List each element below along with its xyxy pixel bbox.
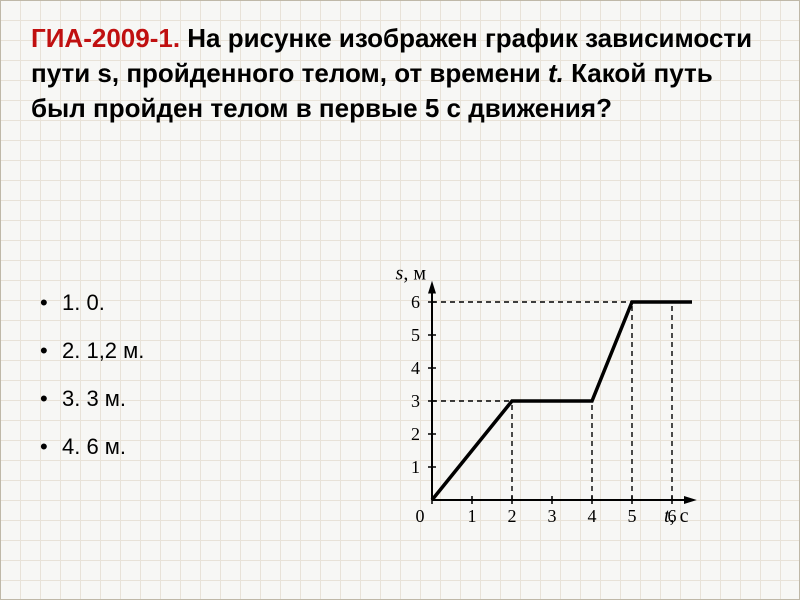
title-prefix: ГИА-2009-1. (31, 23, 180, 53)
answer-option: 4. 6 м. (40, 434, 144, 460)
svg-text:4: 4 (588, 506, 597, 526)
svg-text:s, м: s, м (396, 263, 427, 285)
svg-text:3: 3 (411, 391, 420, 411)
svg-text:1: 1 (468, 506, 477, 526)
svg-text:5: 5 (411, 325, 420, 345)
svg-text:4: 4 (411, 358, 420, 378)
svg-text:1: 1 (411, 457, 420, 477)
distance-time-chart: 1234561234560s, мt, с (380, 250, 740, 550)
svg-text:2: 2 (411, 424, 420, 444)
question-title: ГИА-2009-1. На рисунке изображен график … (31, 21, 769, 126)
svg-text:3: 3 (548, 506, 557, 526)
answer-option: 3. 3 м. (40, 386, 144, 412)
svg-text:0: 0 (416, 506, 425, 526)
answer-option: 2. 1,2 м. (40, 338, 144, 364)
svg-text:2: 2 (508, 506, 517, 526)
svg-text:6: 6 (411, 292, 420, 312)
answer-option: 1. 0. (40, 290, 144, 316)
title-italic: t. (548, 58, 564, 88)
svg-text:t, с: t, с (664, 505, 689, 527)
answer-list: 1. 0. 2. 1,2 м. 3. 3 м. 4. 6 м. (40, 290, 144, 482)
svg-text:5: 5 (628, 506, 637, 526)
